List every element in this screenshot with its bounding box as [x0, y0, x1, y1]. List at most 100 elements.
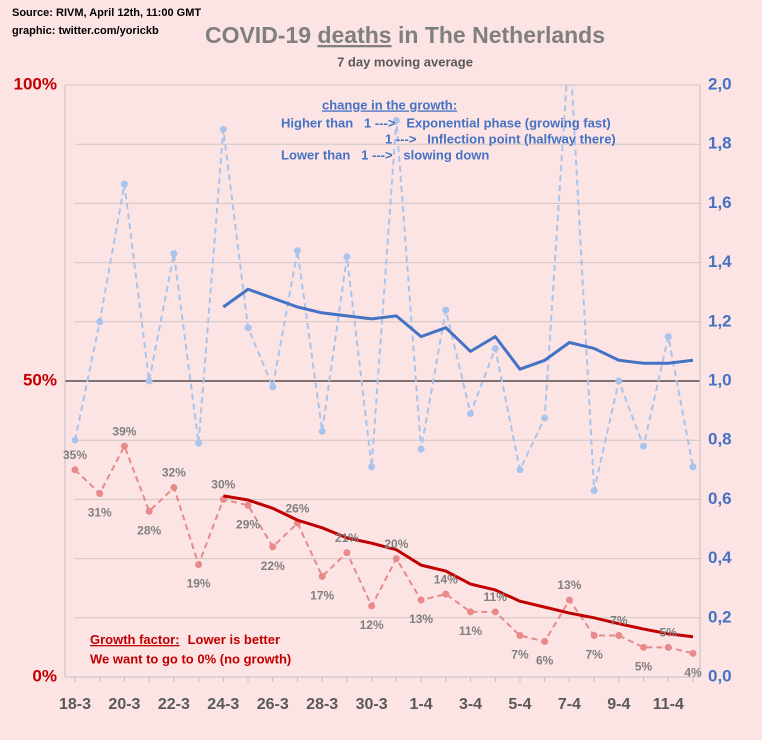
marker — [689, 463, 697, 471]
subtitle: 7 day moving average — [337, 54, 473, 69]
y2-tick-label: 0,6 — [708, 489, 732, 508]
data-label: 4% — [684, 665, 702, 679]
marker — [120, 442, 128, 450]
title-part: deaths — [317, 22, 391, 48]
marker — [96, 489, 104, 497]
x-tick-label: 5-4 — [508, 696, 531, 713]
x-tick-label: 30-3 — [356, 696, 388, 713]
source: Source: RIVM, April 12th, 11:00 GMT — [12, 7, 201, 19]
marker — [96, 318, 104, 326]
line — [222, 287, 694, 371]
data-label: 5% — [635, 660, 653, 674]
x-tick-label: 11-4 — [653, 696, 684, 713]
data-label: 17% — [310, 589, 334, 603]
data-label: 20% — [384, 537, 408, 551]
marker — [467, 410, 475, 418]
x-tick-label: 26-3 — [257, 696, 289, 713]
marker — [170, 250, 178, 258]
marker — [442, 590, 450, 598]
marker — [615, 377, 623, 385]
data-label: 13% — [409, 612, 433, 626]
marker — [417, 596, 425, 604]
credit: graphic: twitter.com/yorickb — [12, 25, 159, 37]
annotation: We want to go to 0% (no growth) — [90, 651, 291, 666]
data-label: 6% — [536, 654, 554, 668]
data-label: 22% — [261, 559, 285, 573]
marker — [318, 427, 326, 435]
marker — [541, 637, 549, 645]
marker — [368, 463, 376, 471]
annotation-part: Lower is better — [188, 632, 280, 647]
annotation-part: Growth factor: — [90, 632, 180, 647]
marker — [615, 632, 623, 640]
marker — [491, 344, 499, 352]
annotation: Higher than 1 ---> Exponential phase (gr… — [281, 115, 611, 130]
y2-tick-label: 0,0 — [708, 666, 732, 685]
marker — [640, 442, 648, 450]
marker — [170, 484, 178, 492]
data-label: 7% — [585, 648, 603, 662]
marker — [71, 436, 79, 444]
marker — [640, 643, 648, 651]
marker — [318, 572, 326, 580]
x-tick-label: 1-4 — [410, 696, 433, 713]
marker — [120, 180, 128, 188]
y2-tick-label: 0,8 — [708, 430, 732, 449]
annotation: 1 ---> Inflection point (halfway there) — [385, 131, 616, 146]
x-tick-label: 22-3 — [158, 696, 190, 713]
data-label: 11% — [459, 624, 483, 638]
marker — [491, 608, 499, 616]
marker — [516, 466, 524, 474]
y2-tick-label: 2,0 — [708, 74, 732, 93]
y-tick-label: 100% — [14, 74, 57, 93]
annotation: change in the growth: — [322, 97, 457, 112]
marker — [343, 253, 351, 261]
data-label: 29% — [236, 517, 260, 531]
data-label: 19% — [187, 577, 211, 591]
data-label: 26% — [285, 501, 309, 515]
marker — [368, 602, 376, 610]
dashed-line — [74, 85, 694, 492]
x-tick-label: 24-3 — [207, 696, 239, 713]
marker — [244, 501, 252, 509]
data-label: 7% — [511, 648, 529, 662]
marker — [145, 507, 153, 515]
y2-tick-label: 1,0 — [708, 370, 732, 389]
marker — [664, 333, 672, 341]
marker — [244, 324, 252, 332]
marker — [392, 117, 400, 125]
y2-tick-label: 1,2 — [708, 311, 732, 330]
y2-tick-label: 1,6 — [708, 193, 732, 212]
series-group — [71, 85, 697, 657]
marker — [442, 306, 450, 314]
x-tick-label: 3-4 — [459, 696, 482, 713]
data-label: 31% — [88, 506, 112, 520]
marker — [541, 414, 549, 422]
y2-tick-label: 1,4 — [708, 252, 732, 271]
marker — [195, 439, 203, 447]
data-label: 30% — [211, 478, 235, 492]
x-tick-label: 20-3 — [108, 696, 140, 713]
y-tick-label: 0% — [32, 666, 57, 685]
data-label: 12% — [360, 618, 384, 632]
dashed-line — [74, 445, 694, 655]
data-label: 14% — [434, 572, 458, 586]
marker — [590, 632, 598, 640]
marker — [343, 549, 351, 557]
x-tick-label: 28-3 — [306, 696, 338, 713]
marker — [417, 445, 425, 453]
data-label: 7% — [610, 614, 628, 628]
y2-tick-label: 1,8 — [708, 134, 732, 153]
title-part: COVID-19 — [205, 22, 317, 48]
marker — [219, 125, 227, 133]
y2-tick-label: 0,2 — [708, 607, 732, 626]
data-label: 11% — [484, 590, 508, 604]
x-tick-label: 18-3 — [59, 696, 91, 713]
y2-tick-label: 0,4 — [708, 548, 732, 567]
chart-title: COVID-19 deaths in The Netherlands — [205, 22, 605, 48]
marker — [516, 632, 524, 640]
data-label: 21% — [335, 531, 359, 545]
marker — [565, 596, 573, 604]
